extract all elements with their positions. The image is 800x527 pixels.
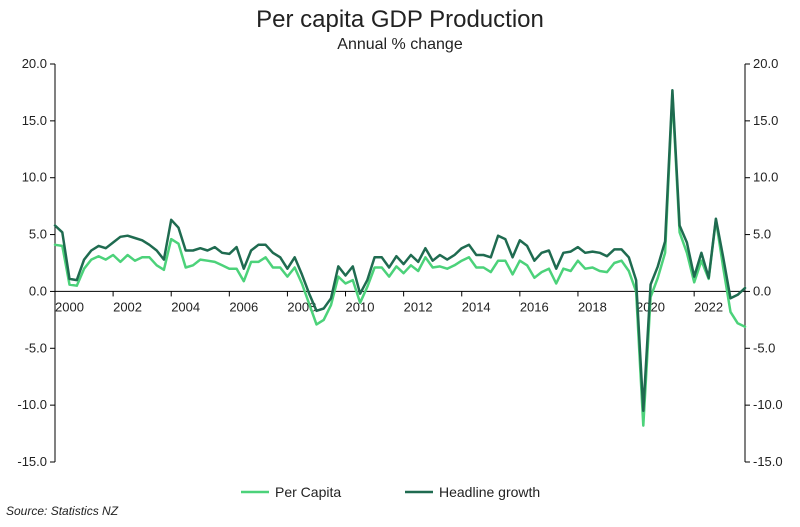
svg-text:2022: 2022	[694, 299, 723, 314]
svg-text:10.0: 10.0	[22, 170, 47, 185]
svg-text:-15.0: -15.0	[753, 454, 783, 469]
svg-text:-10.0: -10.0	[17, 397, 47, 412]
svg-text:Headline growth: Headline growth	[439, 484, 540, 500]
svg-text:20.0: 20.0	[753, 56, 778, 71]
svg-text:-10.0: -10.0	[753, 397, 783, 412]
chart-source: Source: Statistics NZ	[6, 504, 118, 518]
svg-text:15.0: 15.0	[753, 113, 778, 128]
svg-text:15.0: 15.0	[22, 113, 47, 128]
svg-text:2004: 2004	[171, 299, 200, 314]
svg-text:-15.0: -15.0	[17, 454, 47, 469]
svg-text:2014: 2014	[462, 299, 491, 314]
svg-text:0.0: 0.0	[753, 283, 771, 298]
svg-text:2018: 2018	[578, 299, 607, 314]
svg-text:-5.0: -5.0	[753, 340, 775, 355]
svg-text:20.0: 20.0	[22, 56, 47, 71]
svg-text:5.0: 5.0	[753, 227, 771, 242]
svg-text:2000: 2000	[55, 299, 84, 314]
svg-text:-5.0: -5.0	[25, 340, 47, 355]
svg-text:0.0: 0.0	[29, 283, 47, 298]
svg-text:2016: 2016	[520, 299, 549, 314]
chart-subtitle: Annual % change	[0, 36, 800, 54]
svg-text:2012: 2012	[404, 299, 433, 314]
svg-text:10.0: 10.0	[753, 170, 778, 185]
chart-plot-area: -15.0 -15.0 -10.0 -10.0 -5.0 -5.0 0.0 0.0 5.0 5.0…	[0, 0, 800, 522]
svg-text:5.0: 5.0	[29, 227, 47, 242]
svg-text:2006: 2006	[229, 299, 258, 314]
svg-text:Per Capita: Per Capita	[275, 484, 341, 500]
chart-title: Per capita GDP Production	[0, 6, 800, 34]
gdp-chart: Per capita GDP Production Annual % chang…	[0, 0, 800, 522]
svg-text:2002: 2002	[113, 299, 142, 314]
